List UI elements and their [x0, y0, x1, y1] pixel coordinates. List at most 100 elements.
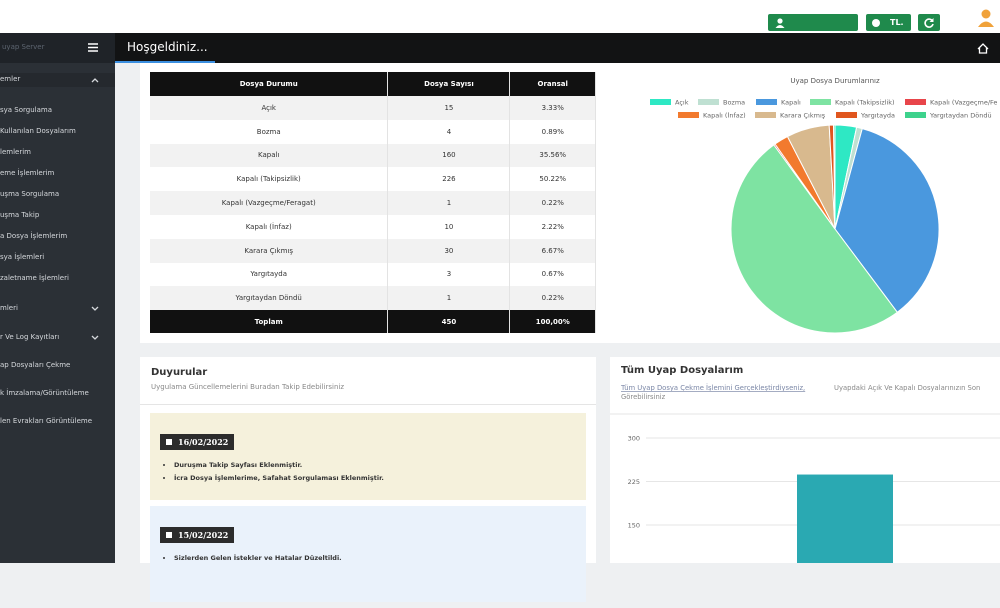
- table-cell: Kapalı: [150, 143, 389, 168]
- table-header-cell: Dosya Durumu: [150, 72, 389, 96]
- subtitle-link[interactable]: Tüm Uyap Dosya Çekme İşlemini Gerçekleşt…: [620, 383, 805, 392]
- date-badge: 16/02/2022: [160, 434, 235, 450]
- sidebar-label: sya İşlemleri: [0, 253, 45, 261]
- balance-button[interactable]: TL.: [866, 14, 911, 31]
- sidebar-label: Kullanılan Dosyalarım: [0, 127, 76, 135]
- refresh-button[interactable]: [918, 14, 940, 31]
- table-row: Yargıtayda 3 0.67%: [150, 262, 596, 287]
- chevron-path: [91, 78, 99, 83]
- chart-title: Uyap Dosya Durumlarınız: [790, 77, 880, 85]
- legend-swatch: [905, 99, 926, 105]
- sidebar-label: sya Sorgulama: [0, 106, 53, 114]
- table-cell: Bozma: [150, 119, 389, 144]
- y-tick-label: 150: [628, 522, 640, 530]
- table-card: Dosya Durumu Dosya Sayısı Oransal Açık 15 3.3…: [140, 63, 606, 343]
- sidebar-item[interactable]: r Ve Log Kayıtları: [0, 331, 115, 345]
- brand: uyap Server: [2, 43, 45, 51]
- table-cell: Kapalı (Takipsizlik): [150, 167, 389, 192]
- sidebar-label: uşma Sorgulama: [0, 190, 60, 198]
- sidebar-item[interactable]: sya İşlemleri: [0, 251, 115, 265]
- bullet: İcra Dosya İşlemlerime, Safahat Sorgulam…: [174, 472, 576, 485]
- legend-label: Yargıtayda: [860, 112, 895, 120]
- sidebar-item[interactable]: len Evrakları Görüntüleme: [0, 415, 115, 429]
- sidebar-item[interactable]: lemlerim: [0, 146, 115, 160]
- refresh-icon: [924, 17, 934, 28]
- legend-label: Kapalı (İnfaz): [703, 111, 746, 120]
- user-icon: [775, 17, 785, 28]
- legend-label: Karara Çıkmış: [780, 112, 826, 120]
- table-cell: 10: [387, 214, 511, 239]
- home-icon[interactable]: [977, 43, 989, 54]
- calendar-icon: [166, 439, 172, 445]
- announcement-list: 16/02/2022 Duruşma Takip Sayfası Eklenmiş…: [150, 413, 586, 608]
- table-row: Yargıtaydan Döndü 1 0.22%: [150, 286, 596, 311]
- sidebar-item[interactable]: ap Dosyaları Çekme: [0, 359, 115, 373]
- avatar[interactable]: [976, 8, 996, 28]
- subtitle: Uyapdaki Açık Ve Kapalı Dosyalarınızın S…: [834, 384, 980, 392]
- table-row: Karara Çıkmış 30 6.67%: [150, 238, 596, 263]
- menu-toggle[interactable]: [88, 43, 98, 52]
- table-cell: 35.56%: [509, 143, 596, 168]
- legend-swatch: [650, 99, 671, 105]
- sidebar-label: r Ve Log Kayıtları: [0, 333, 60, 341]
- table-cell: 6.67%: [509, 238, 596, 263]
- y-tick-label: 225: [628, 478, 640, 486]
- bar-chart: Tüm Uyap Dosyalarım Tüm Uyap Dosya Çekme …: [610, 365, 1000, 608]
- bullet-list: Duruşma Takip Sayfası Eklenmiştir.İcra D…: [174, 459, 576, 485]
- sidebar-label: lemlerim: [0, 148, 31, 156]
- sidebar-item[interactable]: k İmzalama/Görüntüleme: [0, 387, 115, 401]
- chevron: [91, 306, 99, 311]
- sidebar-label: k İmzalama/Görüntüleme: [0, 389, 89, 397]
- sidebar-item[interactable]: zaletname İşlemleri: [0, 272, 115, 286]
- sidebar-item[interactable]: sya Sorgulama: [0, 104, 115, 118]
- legend-swatch: [698, 99, 719, 105]
- sidebar-label: len Evrakları Görüntüleme: [0, 417, 92, 425]
- header: Hoşgeldiniz...: [115, 33, 1000, 63]
- announcement-date: 15/02/2022: [178, 530, 229, 540]
- pie-slice: [834, 128, 940, 313]
- sidebar-item[interactable]: uşma Sorgulama: [0, 188, 115, 202]
- sidebar-item[interactable]: emler: [0, 73, 115, 87]
- chevron: [91, 78, 99, 83]
- sidebar-label: eme İşlemlerim: [0, 169, 55, 177]
- legend-label: Kapalı (Vazgeçme/Fe: [930, 99, 997, 107]
- sidebar-item[interactable]: uşma Takip: [0, 209, 115, 223]
- sidebar-item[interactable]: a Dosya İşlemlerim: [0, 230, 115, 244]
- table-cell: 0.89%: [509, 119, 596, 144]
- sidebar-label: emler: [0, 75, 21, 83]
- legend-label: Yargıtaydan Döndü: [929, 112, 992, 120]
- table-total-cell: 450: [387, 310, 511, 334]
- sidebar-item[interactable]: Kullanılan Dosyalarım: [0, 125, 115, 139]
- chevron-path: [91, 335, 99, 340]
- table-header-cell: Dosya Sayısı: [387, 72, 511, 96]
- legend-swatch: [755, 112, 776, 118]
- calendar-icon: [166, 532, 172, 538]
- legend-label: Bozma: [723, 99, 745, 107]
- sidebar-item[interactable]: eme İşlemlerim: [0, 167, 115, 181]
- table-cell: 226: [387, 167, 511, 192]
- table-cell: 4: [387, 119, 511, 144]
- announcement: 15/02/2022 Sizlerden Gelen İstekler ve Ha…: [150, 506, 586, 602]
- bullet-list: Sizlerden Gelen İstekler ve Hatalar Düze…: [174, 552, 576, 565]
- user-button[interactable]: [768, 14, 858, 31]
- table-cell: Yargıtaydan Döndü: [150, 286, 389, 311]
- brand-area: uyap Server: [0, 33, 115, 63]
- announcement: 16/02/2022 Duruşma Takip Sayfası Eklenmiş…: [150, 413, 586, 500]
- bullet: Sizlerden Gelen İstekler ve Hatalar Düze…: [174, 552, 576, 565]
- money-icon: [872, 18, 880, 27]
- table-cell: 3: [387, 262, 511, 287]
- legend-swatch: [678, 112, 699, 118]
- table-cell: Karara Çıkmış: [150, 238, 389, 263]
- bullet: Duruşma Takip Sayfası Eklenmiştir.: [174, 459, 576, 472]
- announcement-date: 16/02/2022: [178, 437, 229, 447]
- table-row: Kapalı 160 35.56%: [150, 143, 596, 168]
- table-header-row: Dosya Durumu Dosya Sayısı Oransal: [150, 72, 596, 96]
- table-cell: 30: [387, 238, 511, 263]
- announcements-card: Duyurular Uygulama Güncellemelerini Bura…: [140, 357, 596, 602]
- subtitle: Görebilirsiniz: [621, 393, 666, 401]
- sidebar-item[interactable]: mleri: [0, 302, 115, 316]
- bar: [797, 474, 893, 608]
- table-cell: 2.22%: [509, 214, 596, 239]
- y-tick-label: 300: [628, 435, 640, 443]
- currency: TL.: [890, 18, 904, 27]
